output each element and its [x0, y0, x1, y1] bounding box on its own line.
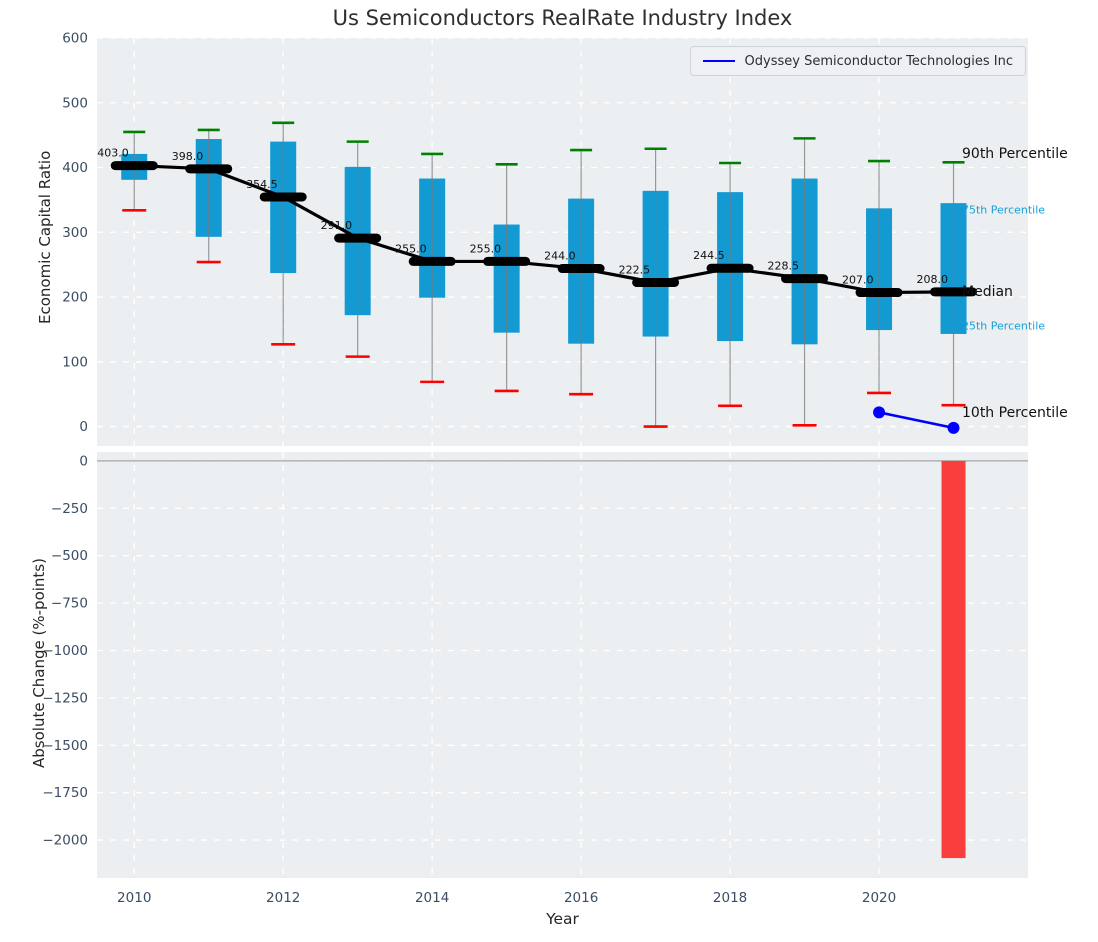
median-value-2021: 208.0: [917, 273, 949, 286]
bottom-ytick-0: 0: [79, 453, 88, 469]
company-point-2021: [947, 421, 960, 434]
bottom-ytick-8: −2000: [42, 833, 88, 849]
median-value-2011: 398.0: [172, 150, 204, 163]
top-ytick-100: 100: [62, 354, 88, 370]
p75-label: 75th Percentile: [962, 203, 1046, 217]
bottom-ytick-7: −1750: [42, 785, 88, 801]
xtick-2018: 2018: [713, 890, 747, 906]
median-value-2012: 354.5: [246, 178, 278, 191]
company-line: [878, 411, 954, 430]
company-point-2020: [873, 406, 886, 419]
xtick-2010: 2010: [117, 890, 151, 906]
top-ytick-300: 300: [62, 225, 88, 241]
median-value-2019: 228.5: [768, 260, 800, 273]
top-ytick-600: 600: [62, 31, 88, 47]
top-ytick-400: 400: [62, 160, 88, 176]
x-axis-label: Year: [546, 910, 579, 928]
bottom-ytick-1: −250: [51, 501, 88, 517]
median-label: Median: [962, 283, 1013, 300]
median-value-2016: 244.0: [544, 250, 576, 263]
median-value-2018: 244.5: [693, 249, 725, 262]
bottom-ytick-6: −1500: [42, 738, 88, 754]
median-value-2020: 207.0: [842, 274, 874, 287]
p10-label: 10th Percentile: [962, 405, 1068, 422]
bottom-ytick-2: −500: [51, 548, 88, 564]
xtick-2020: 2020: [862, 890, 896, 906]
xtick-2014: 2014: [415, 890, 449, 906]
median-value-2015: 255.0: [470, 242, 502, 255]
legend: Odyssey Semiconductor Technologies Inc: [689, 46, 1026, 76]
change-bar-2021: [941, 460, 966, 859]
top-ytick-500: 500: [62, 95, 88, 111]
bottom-ytick-5: −1250: [42, 690, 88, 706]
bottom-y-axis-label: Absolute Change (%-points): [30, 558, 48, 768]
p90-label: 90th Percentile: [962, 146, 1068, 163]
top-ytick-200: 200: [62, 290, 88, 306]
xtick-2012: 2012: [266, 890, 300, 906]
p25-label: 25th Percentile: [962, 319, 1046, 333]
bottom-plot-area: [97, 452, 1028, 878]
bottom-ytick-4: −1000: [42, 643, 88, 659]
top-ytick-0: 0: [79, 419, 88, 435]
median-value-2010: 403.0: [97, 147, 128, 160]
median-value-2014: 255.0: [395, 242, 427, 255]
median-value-2017: 222.5: [619, 263, 651, 276]
median-value-2013: 291.0: [321, 219, 353, 232]
xtick-2016: 2016: [564, 890, 598, 906]
top-y-axis-label: Economic Capital Ratio: [36, 150, 54, 324]
chart-title: Us Semiconductors RealRate Industry Inde…: [332, 6, 793, 30]
bottom-ytick-3: −750: [51, 596, 88, 612]
legend-line-sample: [702, 60, 735, 62]
legend-label: Odyssey Semiconductor Technologies Inc: [744, 53, 1013, 69]
